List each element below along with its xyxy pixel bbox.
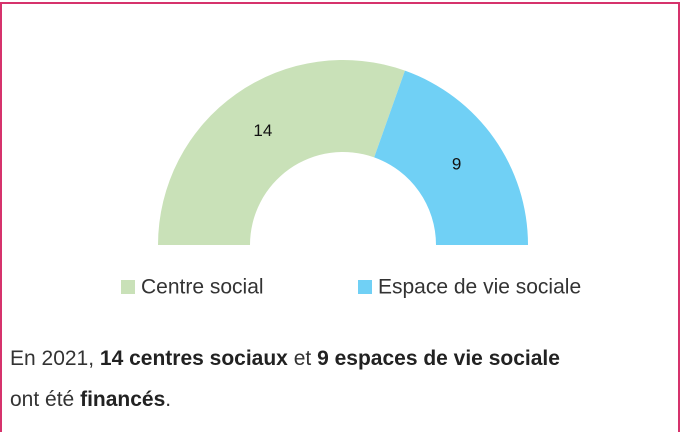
data-label: 9	[452, 154, 461, 173]
data-label: 14	[253, 121, 272, 140]
caption-text: ont été	[10, 388, 75, 411]
caption-text: En 2021,	[10, 347, 95, 370]
legend-text: Centre social	[141, 276, 264, 299]
legend-swatch	[121, 280, 135, 294]
caption-bold: financés	[80, 388, 166, 411]
donut-segment	[374, 70, 528, 245]
caption: En 2021, 14 centres sociaux et 9 espaces…	[10, 338, 670, 420]
caption-text: et	[293, 347, 312, 370]
donut-segment	[158, 60, 405, 245]
legend-text: Espace de vie sociale	[378, 276, 581, 299]
caption-bold: 14 centres sociaux	[99, 347, 288, 370]
legend-swatch	[358, 280, 372, 294]
chart: 14 9 Centre social Espace de vie sociale	[121, 60, 581, 299]
caption-text: .	[165, 388, 172, 411]
caption-bold: 9 espaces de vie sociale	[317, 347, 560, 370]
